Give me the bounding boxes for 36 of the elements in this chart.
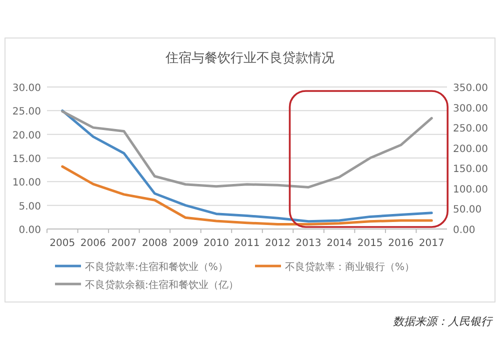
y2-tick-label: 300.00 xyxy=(453,103,488,114)
x-tick-label: 2013 xyxy=(296,238,322,249)
x-tick-label: 2009 xyxy=(172,238,198,249)
source-note: 数据来源：人民银行 xyxy=(393,315,494,328)
x-tick-label: 2012 xyxy=(265,238,290,249)
x-tick-label: 2011 xyxy=(234,238,260,249)
y2-tick-label: 0.00 xyxy=(453,225,476,236)
line-series xyxy=(61,165,433,226)
y2-tick-label: 250.00 xyxy=(453,124,488,135)
y2-tick-label: 200.00 xyxy=(453,144,488,155)
chart-title: 住宿与餐饮行业不良贷款情况 xyxy=(164,50,334,66)
x-tick-label: 2005 xyxy=(50,238,76,249)
x-tick-label: 2008 xyxy=(142,238,168,249)
legend-label: 不良贷款率:住宿和餐饮业（%） xyxy=(85,261,228,273)
x-tick-label: 2007 xyxy=(111,238,137,249)
x-tick-label: 2014 xyxy=(326,238,352,249)
x-tick-label: 2015 xyxy=(357,238,383,249)
y2-tick-label: 50.00 xyxy=(453,204,482,216)
y-tick-label: 15.00 xyxy=(12,154,41,165)
y-tick-label: 5.00 xyxy=(18,201,41,212)
y-tick-label: 0.00 xyxy=(18,225,41,236)
x-tick-label: 2016 xyxy=(388,238,414,249)
legend-label: 不良贷款余额:住宿和餐饮业（亿） xyxy=(85,279,238,291)
line-series xyxy=(61,109,433,223)
y-tick-label: 30.00 xyxy=(12,83,41,94)
y2-tick-label: 350.00 xyxy=(453,83,488,94)
y2-tick-label: 100.00 xyxy=(453,184,488,196)
legend-label: 不良贷款率：商业银行（%） xyxy=(285,261,415,273)
x-tick-label: 2006 xyxy=(80,238,106,249)
y-tick-label: 20.00 xyxy=(12,130,41,142)
y-tick-label: 25.00 xyxy=(12,106,41,118)
y-tick-label: 10.00 xyxy=(12,178,41,189)
x-tick-label: 2017 xyxy=(418,238,444,249)
x-tick-label: 2010 xyxy=(204,238,229,249)
y2-tick-label: 150.00 xyxy=(453,164,488,176)
line-series xyxy=(61,110,433,188)
